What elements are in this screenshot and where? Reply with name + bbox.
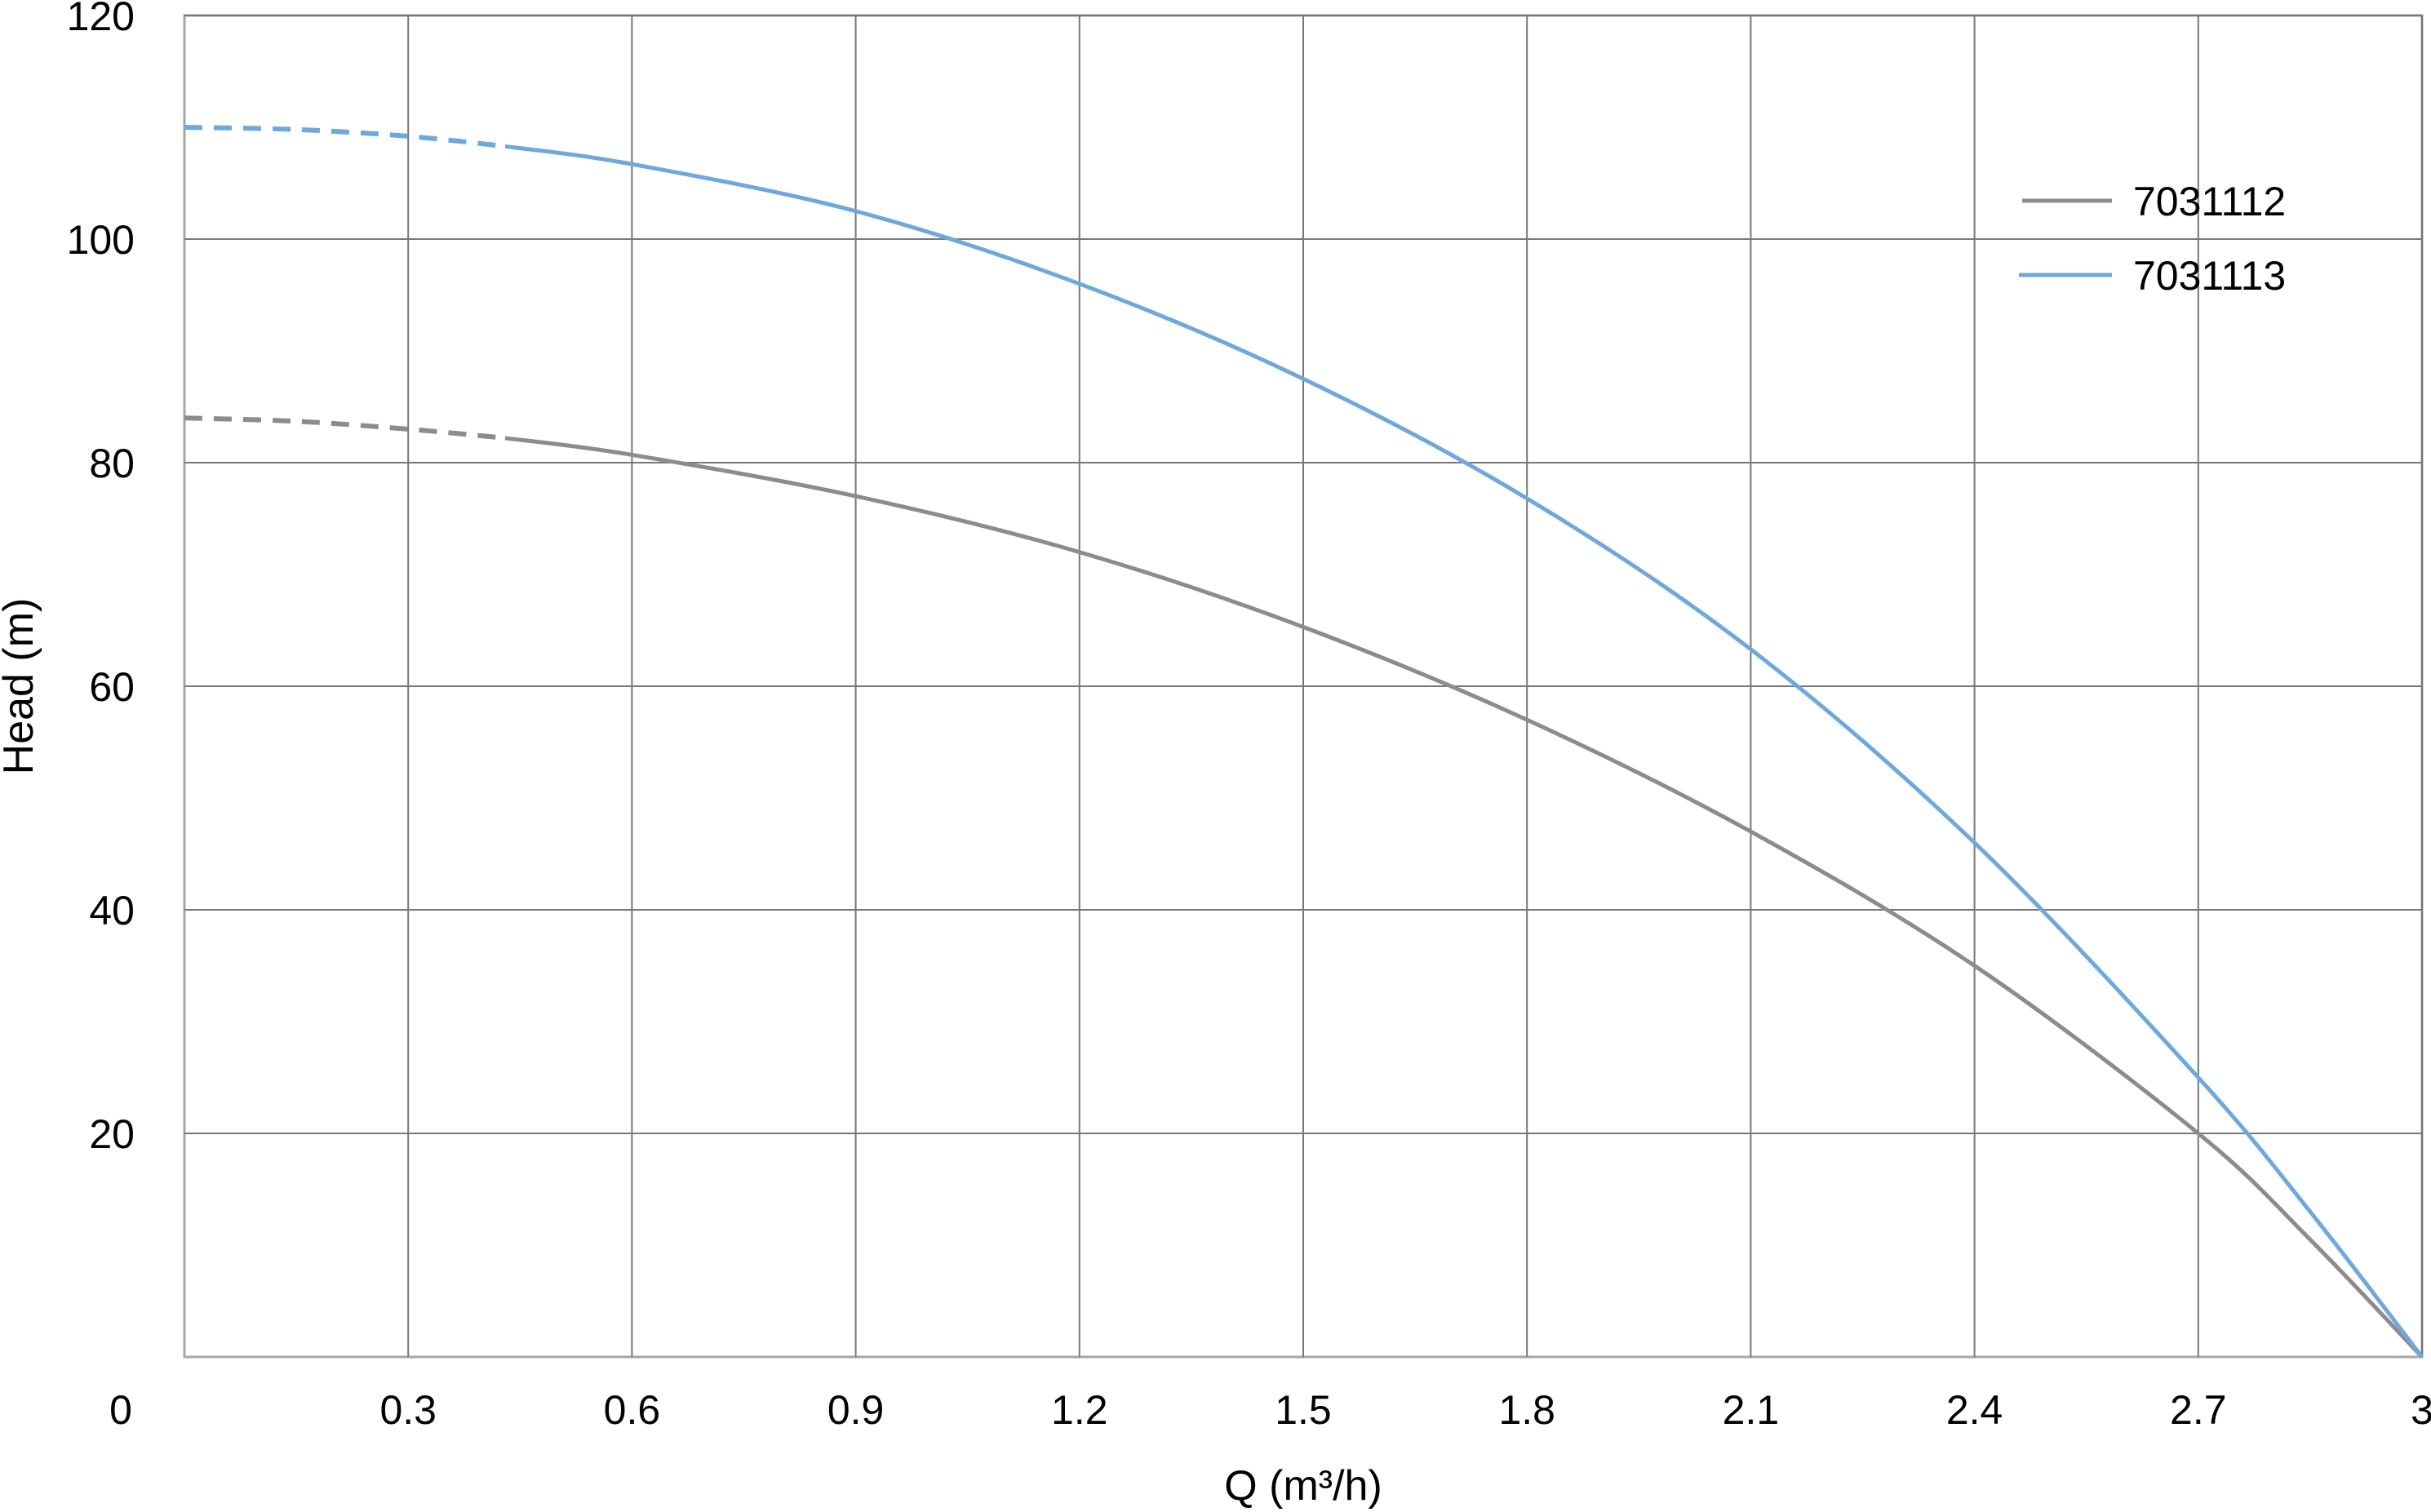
x-axis-label: Q (m³/h) — [1224, 1462, 1382, 1510]
series-lines — [184, 125, 2424, 1359]
y-axis-label: Head (m) — [0, 598, 42, 775]
legend-label-7031113: 7031113 — [2133, 253, 2286, 299]
x-tick-label: 2.7 — [2170, 1387, 2227, 1433]
x-tick-label: 0.9 — [827, 1387, 885, 1433]
x-tick-label: 1.5 — [1275, 1387, 1332, 1433]
x-tick-label: 0.6 — [604, 1387, 661, 1433]
origin-tick-label: 0 — [109, 1387, 132, 1433]
y-tick-label: 100 — [67, 217, 135, 263]
y-tick-label: 20 — [89, 1111, 135, 1157]
y-tick-labels: 20 40 60 80 100 120 — [67, 0, 135, 1157]
y-tick-label: 80 — [89, 441, 135, 486]
legend-label-7031112: 7031112 — [2133, 179, 2286, 224]
x-tick-label: 1.8 — [1498, 1387, 1555, 1433]
y-tick-label: 60 — [89, 664, 135, 710]
x-tick-label: 1.2 — [1051, 1387, 1108, 1433]
series-7031112-dashed-segment — [184, 415, 506, 441]
x-tick-label: 3 — [2411, 1387, 2431, 1433]
x-tick-label: 2.1 — [1723, 1387, 1780, 1433]
series-7031112-line — [504, 436, 2424, 1359]
y-tick-label: 40 — [89, 888, 135, 933]
x-tick-labels: 0.3 0.6 0.9 1.2 1.5 1.8 2.1 2.4 2.7 3 — [379, 1387, 2431, 1433]
legend: 7031112 7031113 — [2019, 179, 2286, 299]
y-tick-label: 120 — [67, 0, 135, 39]
x-tick-label: 0.3 — [379, 1387, 437, 1433]
series-7031113-line — [504, 144, 2424, 1359]
series-7031113-dashed-segment — [184, 125, 506, 149]
grid — [183, 14, 2424, 1359]
x-tick-label: 2.4 — [1946, 1387, 2003, 1433]
